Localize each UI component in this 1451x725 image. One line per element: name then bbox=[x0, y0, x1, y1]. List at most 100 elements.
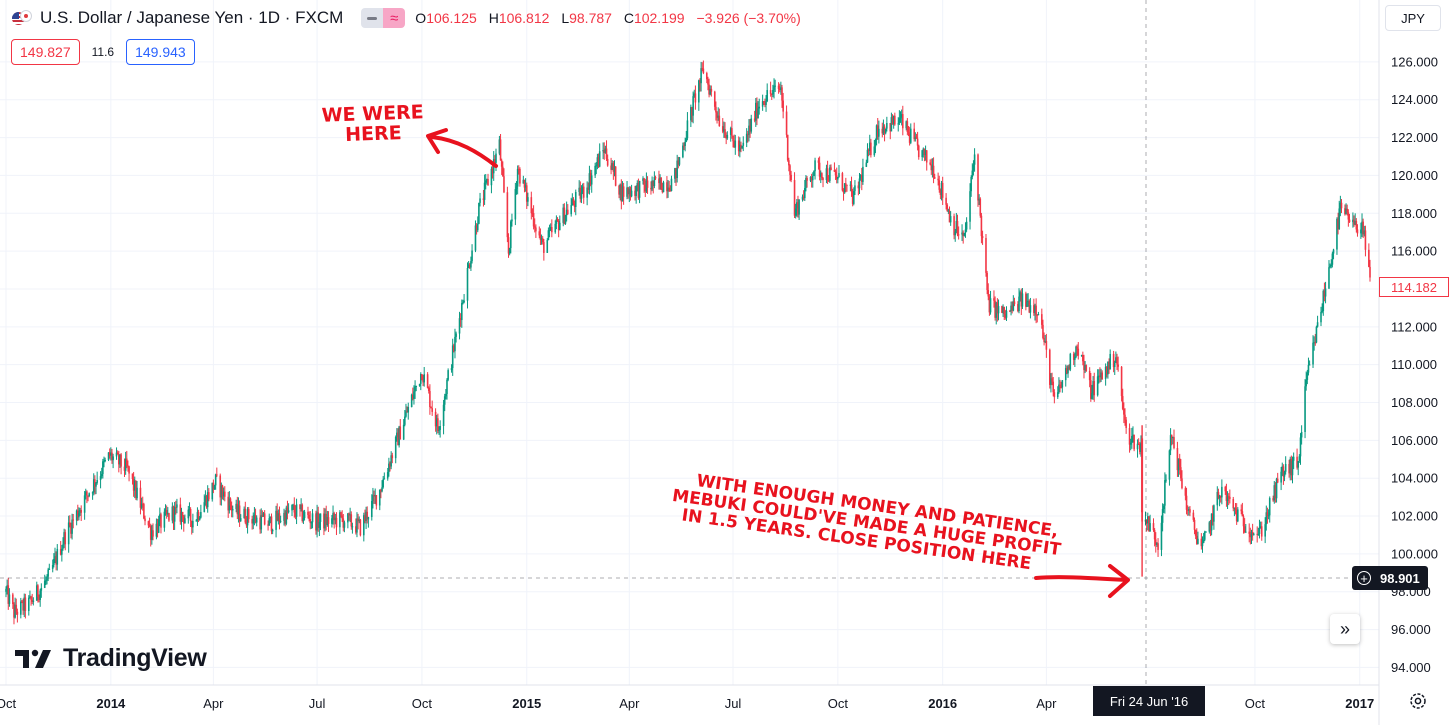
candle-body bbox=[309, 519, 312, 524]
candle-body bbox=[220, 485, 223, 498]
candle-body bbox=[622, 186, 625, 197]
candle-body bbox=[1154, 539, 1157, 545]
candle-body bbox=[1064, 368, 1067, 381]
candle-body bbox=[833, 170, 836, 172]
candle-body bbox=[443, 396, 446, 405]
candle-body bbox=[764, 102, 766, 105]
candle-body bbox=[1092, 381, 1094, 394]
candle-body bbox=[1300, 431, 1303, 438]
candle-body bbox=[1353, 219, 1355, 225]
candle-body bbox=[642, 178, 644, 181]
candle-body bbox=[826, 168, 829, 181]
candle-body bbox=[985, 238, 987, 273]
candle-body bbox=[1003, 306, 1006, 314]
candle-body bbox=[748, 125, 750, 135]
candle-body bbox=[499, 139, 502, 161]
candle-body bbox=[147, 521, 150, 526]
plus-icon[interactable]: + bbox=[1352, 566, 1376, 590]
candle-body bbox=[447, 370, 449, 380]
candle-body bbox=[291, 505, 293, 511]
candle-body bbox=[954, 231, 957, 236]
candle-body bbox=[467, 264, 470, 269]
candle-body bbox=[924, 150, 927, 156]
buy-button[interactable]: 149.943 bbox=[126, 39, 195, 65]
candle-body bbox=[734, 140, 737, 148]
candle-body bbox=[1337, 218, 1339, 230]
candle-body bbox=[483, 182, 486, 200]
candle-body bbox=[782, 100, 784, 112]
candle-body bbox=[694, 93, 697, 103]
time-axis[interactable]: Oct 2014 Apr Jul Oct 2015 Apr Jul Oct 2016 Apr Oct 2… bbox=[0, 696, 1374, 711]
candle-body bbox=[1058, 384, 1060, 393]
change-value: −3.926 (−3.70%) bbox=[696, 10, 801, 26]
currency-selector[interactable]: JPY bbox=[1385, 5, 1441, 31]
candle-body bbox=[204, 496, 207, 503]
candle-body bbox=[1018, 296, 1020, 311]
sell-button[interactable]: 149.827 bbox=[11, 39, 80, 65]
candle-body bbox=[221, 485, 224, 497]
candle-body bbox=[459, 318, 462, 321]
candle-body bbox=[125, 458, 128, 466]
candle-body bbox=[1363, 230, 1366, 235]
candle-body bbox=[1091, 393, 1093, 399]
candle-body bbox=[484, 180, 487, 183]
candle-body bbox=[1069, 353, 1072, 370]
candle-body bbox=[916, 138, 919, 146]
candle-body bbox=[253, 514, 256, 519]
settings-icon[interactable] bbox=[1407, 690, 1429, 712]
candle-body bbox=[325, 513, 328, 526]
candle-body bbox=[167, 513, 169, 515]
candle-body bbox=[619, 184, 621, 195]
candle-body bbox=[406, 411, 408, 413]
candle-body bbox=[939, 189, 942, 195]
candle-body bbox=[1099, 375, 1101, 378]
candle-body bbox=[62, 544, 64, 549]
candle-body bbox=[342, 518, 345, 528]
candle-body bbox=[700, 68, 702, 84]
candle-body bbox=[745, 133, 748, 143]
candle-body bbox=[1267, 515, 1270, 517]
candle-body bbox=[1145, 519, 1148, 524]
symbol-title[interactable]: U.S. Dollar / Japanese Yen · 1D · FXCM bbox=[40, 8, 344, 27]
approx-icon[interactable]: ≈ bbox=[383, 8, 406, 28]
candle-body bbox=[1165, 479, 1167, 481]
tradingview-logo[interactable]: TradingView bbox=[15, 644, 207, 673]
candle-body bbox=[908, 133, 911, 143]
candle-body bbox=[372, 495, 374, 502]
candle-body bbox=[1010, 305, 1012, 311]
candle-body bbox=[410, 394, 413, 408]
candle-body bbox=[731, 128, 733, 136]
candle-body bbox=[317, 512, 320, 528]
candle-body bbox=[645, 180, 648, 192]
candle-body bbox=[733, 141, 735, 148]
candle-body bbox=[933, 176, 936, 179]
candle-body bbox=[710, 88, 713, 92]
candle-body bbox=[1355, 220, 1358, 230]
candle-body bbox=[398, 426, 400, 446]
candle-body bbox=[1067, 366, 1069, 374]
price-tick-label: 122.000 bbox=[1391, 130, 1438, 145]
candle-body bbox=[773, 85, 775, 90]
price-axis[interactable]: 126.000 124.000 122.000 120.000 118.000 116.0… bbox=[1391, 54, 1438, 675]
candle-body bbox=[15, 604, 18, 612]
candle-body bbox=[715, 106, 717, 113]
candle-body bbox=[586, 187, 588, 198]
trade-row: 149.827 11.6 149.943 bbox=[11, 38, 195, 66]
candle-body bbox=[930, 164, 933, 171]
candle-body bbox=[797, 202, 799, 215]
price-tick-label: 120.000 bbox=[1391, 168, 1438, 183]
candle-body bbox=[216, 474, 218, 476]
candle-body bbox=[341, 515, 343, 519]
candle-body bbox=[898, 118, 901, 124]
price-tick-label: 124.000 bbox=[1391, 92, 1438, 107]
double-chevron-right-icon[interactable]: » bbox=[1330, 614, 1360, 644]
minus-icon[interactable] bbox=[361, 8, 384, 28]
candle-body bbox=[913, 128, 915, 140]
candle-body bbox=[906, 121, 909, 133]
candle-body bbox=[40, 587, 43, 591]
candle-body bbox=[474, 225, 477, 251]
candle-body bbox=[271, 529, 274, 532]
flag-icon bbox=[12, 10, 32, 26]
candle-body bbox=[837, 177, 839, 180]
